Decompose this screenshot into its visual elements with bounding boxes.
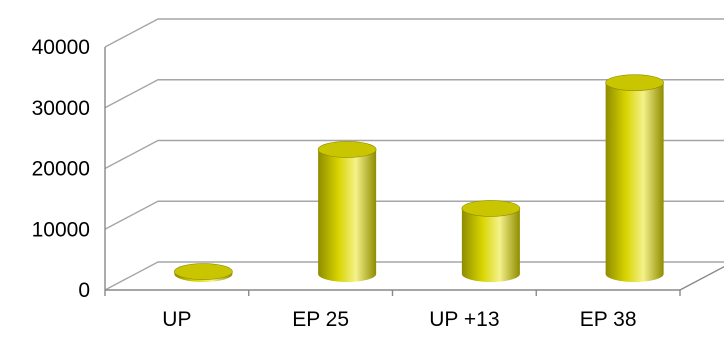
bar [174, 264, 232, 282]
y-tick-label: 20000 [32, 158, 90, 181]
y-tick-label: 10000 [32, 218, 90, 241]
bar-top [318, 141, 376, 157]
y-tick-label: 30000 [32, 97, 90, 120]
bar [318, 141, 376, 282]
bar-top [174, 264, 232, 280]
bar [462, 200, 520, 282]
floor-right-edge [680, 262, 724, 290]
y-tick-label: 40000 [32, 36, 90, 59]
bar-body [318, 149, 376, 282]
bar [606, 75, 664, 282]
x-tick-labels: UP EP 25 UP +13 EP 38 [162, 308, 636, 331]
x-tick-label: EP 38 [580, 308, 637, 331]
x-tick-label: EP 25 [292, 308, 349, 331]
x-tick-label: UP [162, 308, 191, 331]
x-tick-label: UP +13 [429, 308, 499, 331]
y-tick-labels: 0 10000 20000 30000 40000 [32, 36, 90, 302]
bar-top [462, 200, 520, 216]
gridline [105, 19, 724, 47]
y-tick-label: 0 [78, 279, 90, 302]
bars [174, 75, 663, 282]
bar-top [606, 75, 664, 91]
bar-body [606, 83, 664, 282]
bar-body [462, 208, 520, 282]
